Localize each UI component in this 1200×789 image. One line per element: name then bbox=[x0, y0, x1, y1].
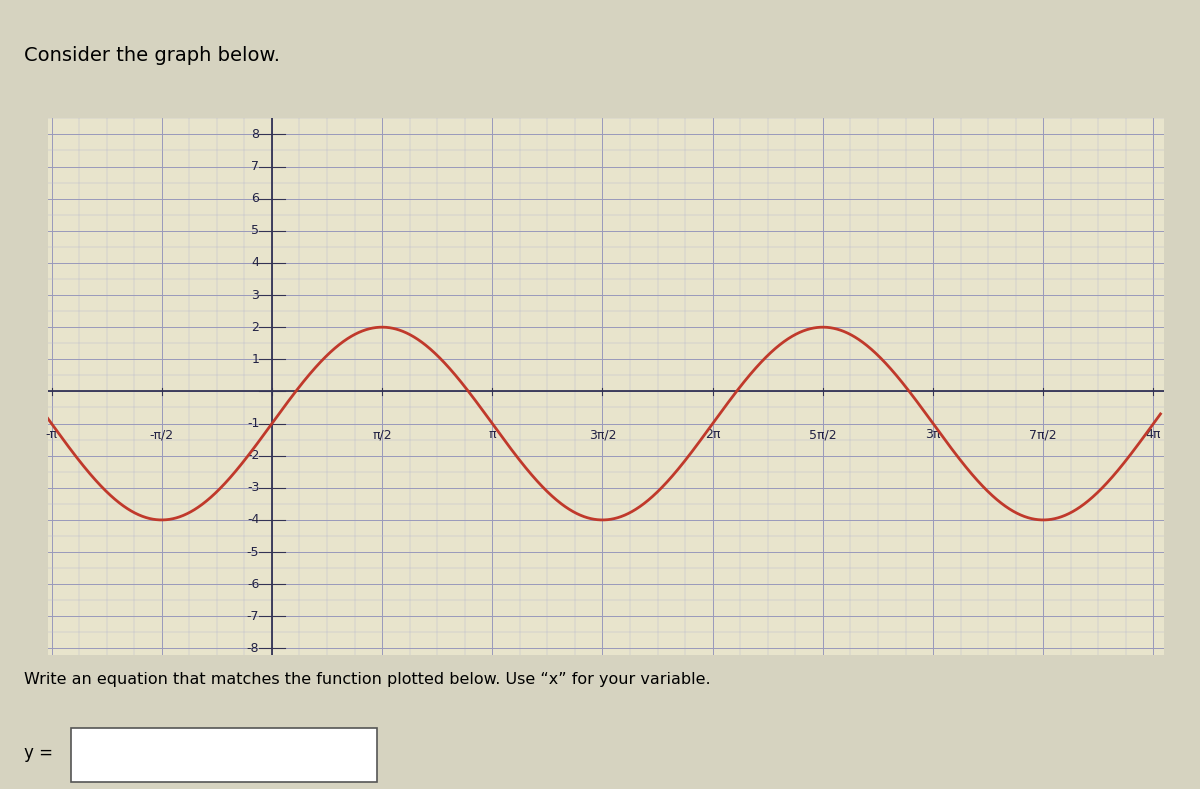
Text: 2: 2 bbox=[251, 320, 259, 334]
Text: -π: -π bbox=[46, 428, 58, 441]
Text: 4π: 4π bbox=[1146, 428, 1162, 441]
Text: 3: 3 bbox=[251, 289, 259, 301]
Text: -8: -8 bbox=[247, 642, 259, 655]
Text: -π/2: -π/2 bbox=[150, 428, 174, 441]
Text: Write an equation that matches the function plotted below. Use “x” for your vari: Write an equation that matches the funct… bbox=[24, 671, 710, 687]
Text: 7π/2: 7π/2 bbox=[1030, 428, 1057, 441]
Text: -2: -2 bbox=[247, 449, 259, 462]
Text: 5: 5 bbox=[251, 224, 259, 237]
Text: 8: 8 bbox=[251, 128, 259, 141]
Text: -7: -7 bbox=[247, 610, 259, 623]
Text: 6: 6 bbox=[251, 193, 259, 205]
Text: 2π: 2π bbox=[706, 428, 720, 441]
FancyBboxPatch shape bbox=[71, 728, 377, 782]
Text: 3π: 3π bbox=[925, 428, 941, 441]
Text: y =: y = bbox=[24, 745, 53, 762]
Text: π/2: π/2 bbox=[372, 428, 392, 441]
Text: -4: -4 bbox=[247, 514, 259, 526]
Text: -6: -6 bbox=[247, 578, 259, 591]
Text: 3π/2: 3π/2 bbox=[589, 428, 617, 441]
Text: -5: -5 bbox=[247, 545, 259, 559]
Text: -3: -3 bbox=[247, 481, 259, 495]
Text: Consider the graph below.: Consider the graph below. bbox=[24, 46, 280, 65]
Text: π: π bbox=[488, 428, 496, 441]
Text: 5π/2: 5π/2 bbox=[809, 428, 836, 441]
Text: 4: 4 bbox=[251, 256, 259, 269]
Text: 7: 7 bbox=[251, 160, 259, 173]
Text: 1: 1 bbox=[251, 353, 259, 366]
Text: -1: -1 bbox=[247, 417, 259, 430]
